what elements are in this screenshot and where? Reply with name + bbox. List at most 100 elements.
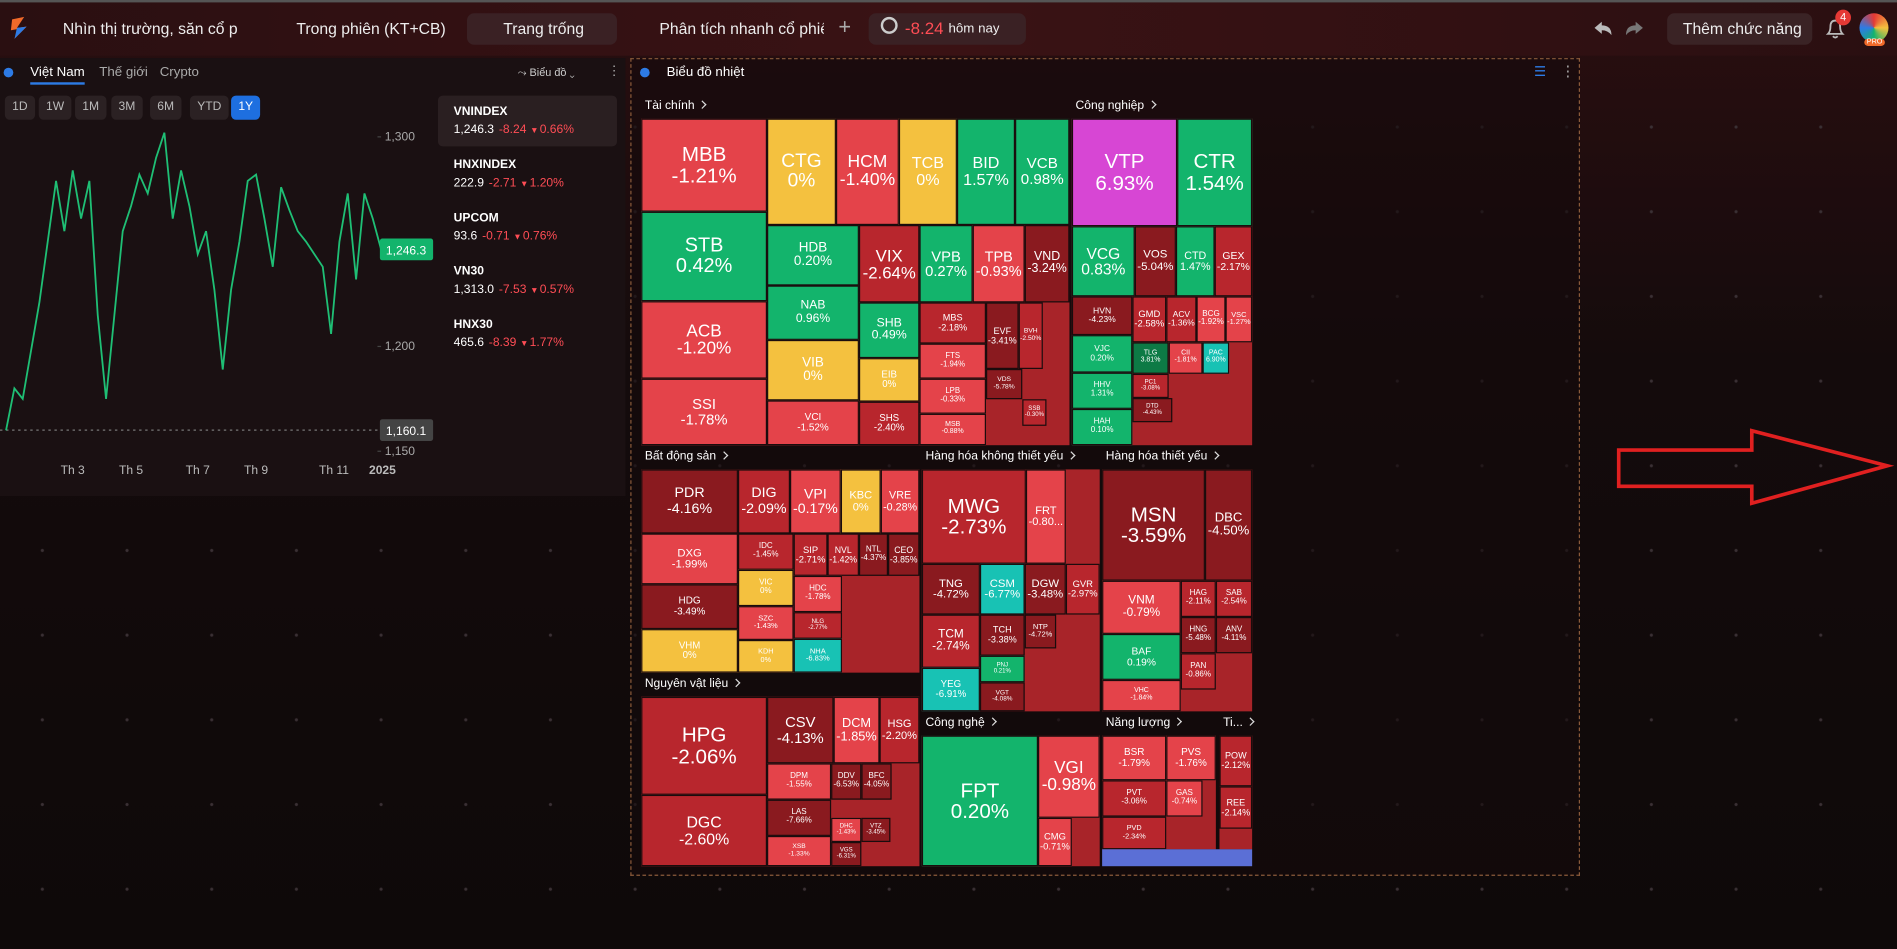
heatmap-cell[interactable]: CTD 1.47% (1175, 226, 1215, 297)
heatmap-cell[interactable]: TLG 3.81% (1132, 342, 1169, 374)
range-button[interactable]: YTD (189, 95, 229, 120)
heatmap-cell[interactable]: DBC -4.50% (1204, 469, 1253, 581)
avatar[interactable] (1859, 13, 1889, 43)
heatmap-cell[interactable]: MSN -3.59% (1102, 469, 1205, 581)
heatmap-cell[interactable]: PNJ 0.21% (979, 655, 1025, 683)
market-tab[interactable]: Crypto (159, 65, 199, 80)
heatmap-cell[interactable]: CEO -3.85% (887, 533, 920, 576)
add-tab-icon[interactable]: + (838, 14, 852, 39)
heatmap-cell[interactable]: BAF 0.19% (1102, 633, 1181, 680)
index-row[interactable]: HNX30 465.6 -8.39 ▼1.77% (438, 308, 617, 359)
heatmap-cell[interactable]: NVL -1.42% (827, 533, 859, 576)
heatmap-cell[interactable]: VPI -0.17% (789, 469, 841, 534)
heatmap-cell[interactable]: BSR -1.79% (1102, 735, 1167, 781)
nav-tab[interactable]: Nhìn thị trường, săn cổ p (62, 19, 238, 38)
sector-title[interactable]: Bất động sản (645, 450, 727, 463)
sector-title[interactable]: Nguyên vật liệu (645, 677, 739, 690)
heatmap-cell[interactable]: DHC -1.43% (831, 817, 862, 843)
heatmap-cell[interactable]: CSM -6.77% (979, 563, 1025, 615)
heatmap-cell[interactable]: PVT -3.06% (1102, 780, 1167, 817)
heatmap-cell[interactable]: ACV -1.36% (1166, 296, 1197, 343)
heatmap-cell[interactable]: CSV -4.13% (767, 696, 834, 764)
heatmap-cell[interactable]: SHB 0.49% (858, 302, 920, 359)
menu-icon[interactable]: ⋮ (607, 64, 621, 79)
heatmap-cell[interactable]: ACB -1.20% (641, 301, 768, 379)
heatmap-cell[interactable]: DDV -6.53% (831, 763, 862, 800)
active-tab-pill[interactable] (466, 13, 617, 45)
heatmap-cell[interactable]: SSB -0.30% (1022, 399, 1047, 426)
heatmap-cell[interactable]: SIP -2.71% (793, 533, 828, 576)
heatmap-cell[interactable]: PDR -4.16% (641, 469, 738, 534)
heatmap-cell[interactable]: PAC 6.90% (1202, 342, 1230, 374)
heatmap-cell[interactable]: VND -3.24% (1024, 225, 1070, 303)
heatmap-cell[interactable]: NTL -4.37% (858, 533, 888, 576)
heatmap-cell[interactable]: MSB -0.88% (919, 413, 986, 446)
heatmap-cell[interactable]: NAB 0.96% (767, 285, 859, 340)
heatmap-cell[interactable]: EVF -3.41% (985, 302, 1019, 369)
heatmap-cell[interactable]: VGI -0.98% (1038, 735, 1100, 818)
heatmap-cell[interactable]: POW -2.12% (1219, 735, 1253, 787)
heatmap-cell[interactable]: VTZ -3.45% (861, 817, 891, 843)
heatmap-cell[interactable]: LPB -0.33% (919, 378, 986, 414)
heatmap-cell[interactable]: GVR -2.97% (1065, 563, 1100, 615)
nav-tab[interactable]: Phân tích nhanh cổ phiếu (659, 19, 824, 38)
heatmap-cell[interactable]: SHS -2.40% (858, 401, 920, 446)
heatmap-cell[interactable]: DPM -1.55% (767, 763, 832, 800)
heatmap-cell[interactable]: VHC -1.84% (1102, 679, 1181, 712)
heatmap-cell[interactable]: VPB 0.27% (919, 225, 973, 303)
heatmap-cell[interactable]: HPG -2.06% (641, 696, 768, 795)
heatmap-cell[interactable]: DCM -1.85% (833, 696, 880, 764)
range-button[interactable]: 1D (4, 95, 35, 120)
heatmap-cell[interactable]: NHA -6.83% (793, 638, 843, 673)
heatmap-cell[interactable]: HNG -5.48% (1180, 616, 1216, 654)
heatmap-cell[interactable]: YEG -6.91% (921, 667, 980, 712)
range-button[interactable]: 1Y (231, 95, 261, 120)
heatmap-cell[interactable]: GMD -2.58% (1132, 296, 1167, 343)
heatmap-cell[interactable]: SZC -1.43% (737, 606, 794, 640)
heatmap-cell[interactable]: DXG -1.99% (641, 533, 738, 585)
heatmap-cell[interactable]: VCG 0.83% (1071, 226, 1135, 297)
heatmap-cell[interactable]: DGC -2.60% (641, 794, 768, 867)
heatmap-cell[interactable]: GAS -0.74% (1166, 780, 1203, 817)
heatmap-cell[interactable]: HHV 1.31% (1071, 372, 1133, 409)
heatmap-cell[interactable]: HSG -2.20% (879, 696, 920, 764)
heatmap-cell[interactable]: VGT -4.08% (979, 682, 1025, 712)
heatmap-cell[interactable]: XSB -1.33% (767, 835, 832, 867)
index-row[interactable]: UPCOM 93.6 -0.71 ▼0.76% (438, 202, 617, 253)
heatmap-cell[interactable]: IDC -1.45% (737, 533, 794, 570)
heatmap-cell[interactable]: LAS -7.66% (767, 799, 832, 836)
heatmap-cell[interactable]: VNM -0.79% (1102, 580, 1181, 634)
range-button[interactable]: 1W (38, 95, 72, 120)
heatmap-cell[interactable]: PVD -2.34% (1102, 816, 1167, 850)
heatmap-cell[interactable]: PC1 -3.08% (1132, 373, 1169, 399)
heatmap-cell[interactable]: VTP 6.93% (1071, 118, 1178, 227)
heatmap-cell[interactable]: VJC 0.20% (1071, 335, 1133, 373)
heatmap-cell[interactable]: VRE -0.28% (880, 469, 920, 534)
sector-title[interactable]: Hàng hóa không thiết yếu (925, 450, 1074, 463)
market-tab[interactable]: Thế giới (99, 65, 148, 80)
heatmap-cell[interactable]: CMG -0.71% (1038, 817, 1072, 867)
heatmap-cell[interactable]: CII -1.81% (1168, 342, 1203, 374)
heatmap-cell[interactable]: BCG -1.92% (1196, 296, 1226, 343)
add-feature-button[interactable] (1667, 13, 1813, 45)
heatmap-cell[interactable]: KBC 0% (840, 469, 881, 534)
index-row[interactable]: HNXINDEX 222.9 -2.71 ▼1.20% (438, 149, 617, 200)
range-button[interactable]: 6M (150, 95, 182, 120)
heatmap-cell[interactable]: VIC 0% (737, 569, 794, 607)
sector-title[interactable]: Ti... (1223, 716, 1254, 729)
heatmap-cell[interactable]: VOS -5.04% (1134, 226, 1176, 297)
heatmap-cell[interactable]: STB 0.42% (641, 211, 768, 302)
nav-tab[interactable]: Trang trống (503, 19, 585, 38)
view-selector[interactable]: ⤳ Biểu đồ ⌄ (517, 66, 575, 79)
heatmap-cell[interactable]: TCH -3.38% (979, 614, 1025, 656)
heatmap-cell[interactable]: MBB -1.21% (641, 118, 768, 212)
heatmap-cell[interactable]: DGW -3.48% (1024, 563, 1066, 615)
heatmap-cell[interactable]: MWG -2.73% (921, 469, 1026, 564)
heatmap-cell[interactable]: HDC -1.78% (793, 575, 843, 613)
heatmap-cell[interactable]: VDS -5.78% (985, 368, 1023, 400)
heatmap-cell[interactable]: HAG -2.11% (1180, 580, 1216, 617)
menu-icon[interactable]: ⋮ (1560, 62, 1576, 80)
sector-title[interactable]: Hàng hóa thiết yếu (1106, 450, 1218, 463)
sector-title[interactable]: Tài chính (645, 99, 706, 112)
heatmap-cell[interactable]: EIB 0% (858, 358, 920, 402)
